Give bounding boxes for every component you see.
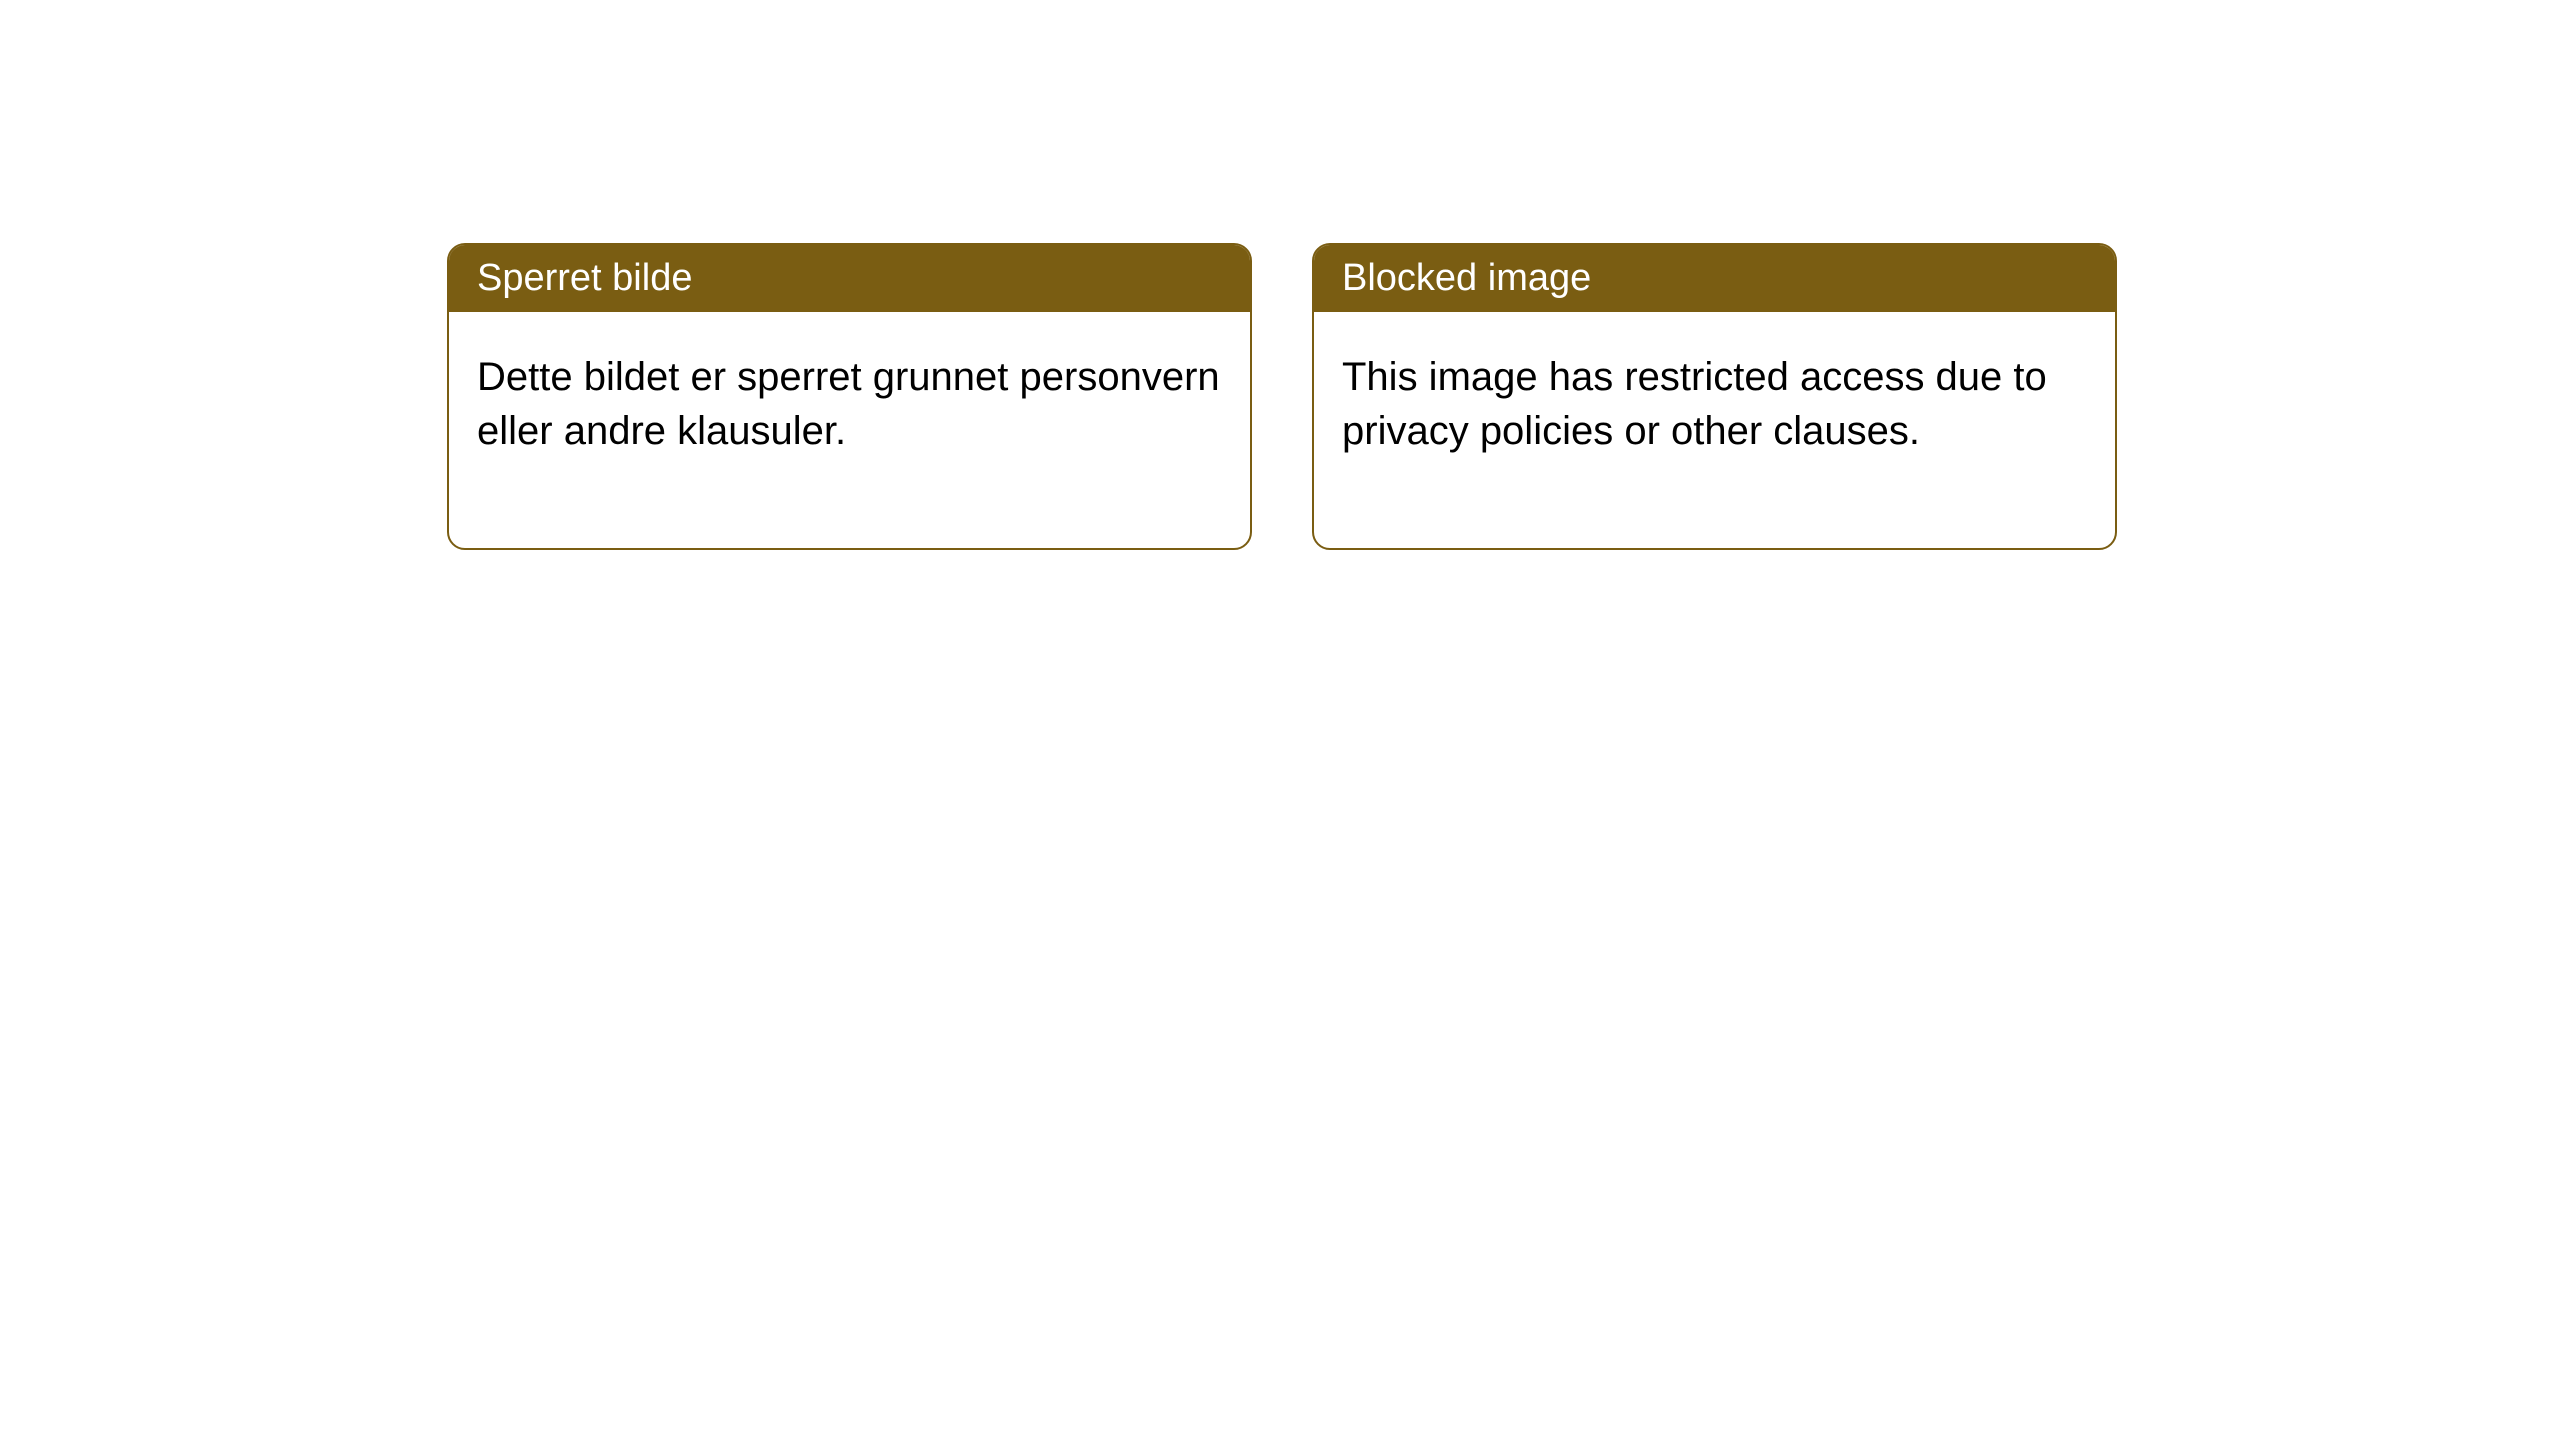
notice-body-text: Dette bildet er sperret grunnet personve… (477, 355, 1220, 453)
notice-body: Dette bildet er sperret grunnet personve… (449, 312, 1250, 548)
notice-body-text: This image has restricted access due to … (1342, 355, 2047, 453)
notice-header: Sperret bilde (449, 245, 1250, 312)
notice-body: This image has restricted access due to … (1314, 312, 2115, 548)
notice-title: Sperret bilde (477, 257, 692, 299)
notice-title: Blocked image (1342, 257, 1591, 299)
notice-card-norwegian: Sperret bilde Dette bildet er sperret gr… (447, 243, 1252, 550)
notice-card-english: Blocked image This image has restricted … (1312, 243, 2117, 550)
notice-container: Sperret bilde Dette bildet er sperret gr… (447, 243, 2117, 550)
notice-header: Blocked image (1314, 245, 2115, 312)
